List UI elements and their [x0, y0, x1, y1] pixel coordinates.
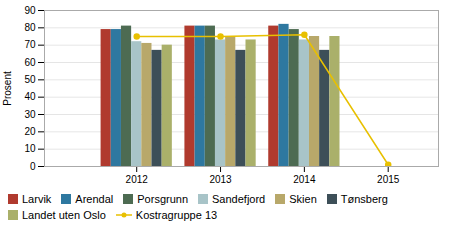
svg-text:2012: 2012 [126, 174, 149, 185]
html-text:Porsgrunn: Porsgrunn [137, 193, 188, 205]
svg-text:60: 60 [24, 57, 36, 68]
svg-text:2013: 2013 [209, 174, 232, 185]
html-text:Sandefjord: Sandefjord [212, 193, 266, 205]
svg-text:20: 20 [24, 126, 36, 137]
svg-text:90: 90 [24, 5, 36, 16]
svg-text:2015: 2015 [377, 174, 400, 185]
html-text:Kostragruppe 13: Kostragruppe 13 [135, 209, 218, 221]
html-text:Arendal: Arendal [75, 193, 114, 205]
svg-text:Prosent: Prosent [2, 71, 13, 106]
html-text:Larvik: Larvik [22, 193, 52, 205]
html-text:Tønsberg: Tønsberg [340, 193, 388, 205]
html-text:Skien: Skien [289, 193, 317, 205]
svg-text:40: 40 [24, 91, 36, 102]
svg-text:2014: 2014 [293, 174, 316, 185]
svg-text:50: 50 [24, 74, 36, 85]
svg-text:70: 70 [24, 39, 36, 50]
svg-text:0: 0 [30, 161, 36, 172]
svg-text:30: 30 [24, 109, 36, 120]
svg-text:80: 80 [24, 22, 36, 33]
svg-text:10: 10 [24, 143, 36, 154]
html-text:Landet uten Oslo: Landet uten Oslo [22, 209, 106, 221]
